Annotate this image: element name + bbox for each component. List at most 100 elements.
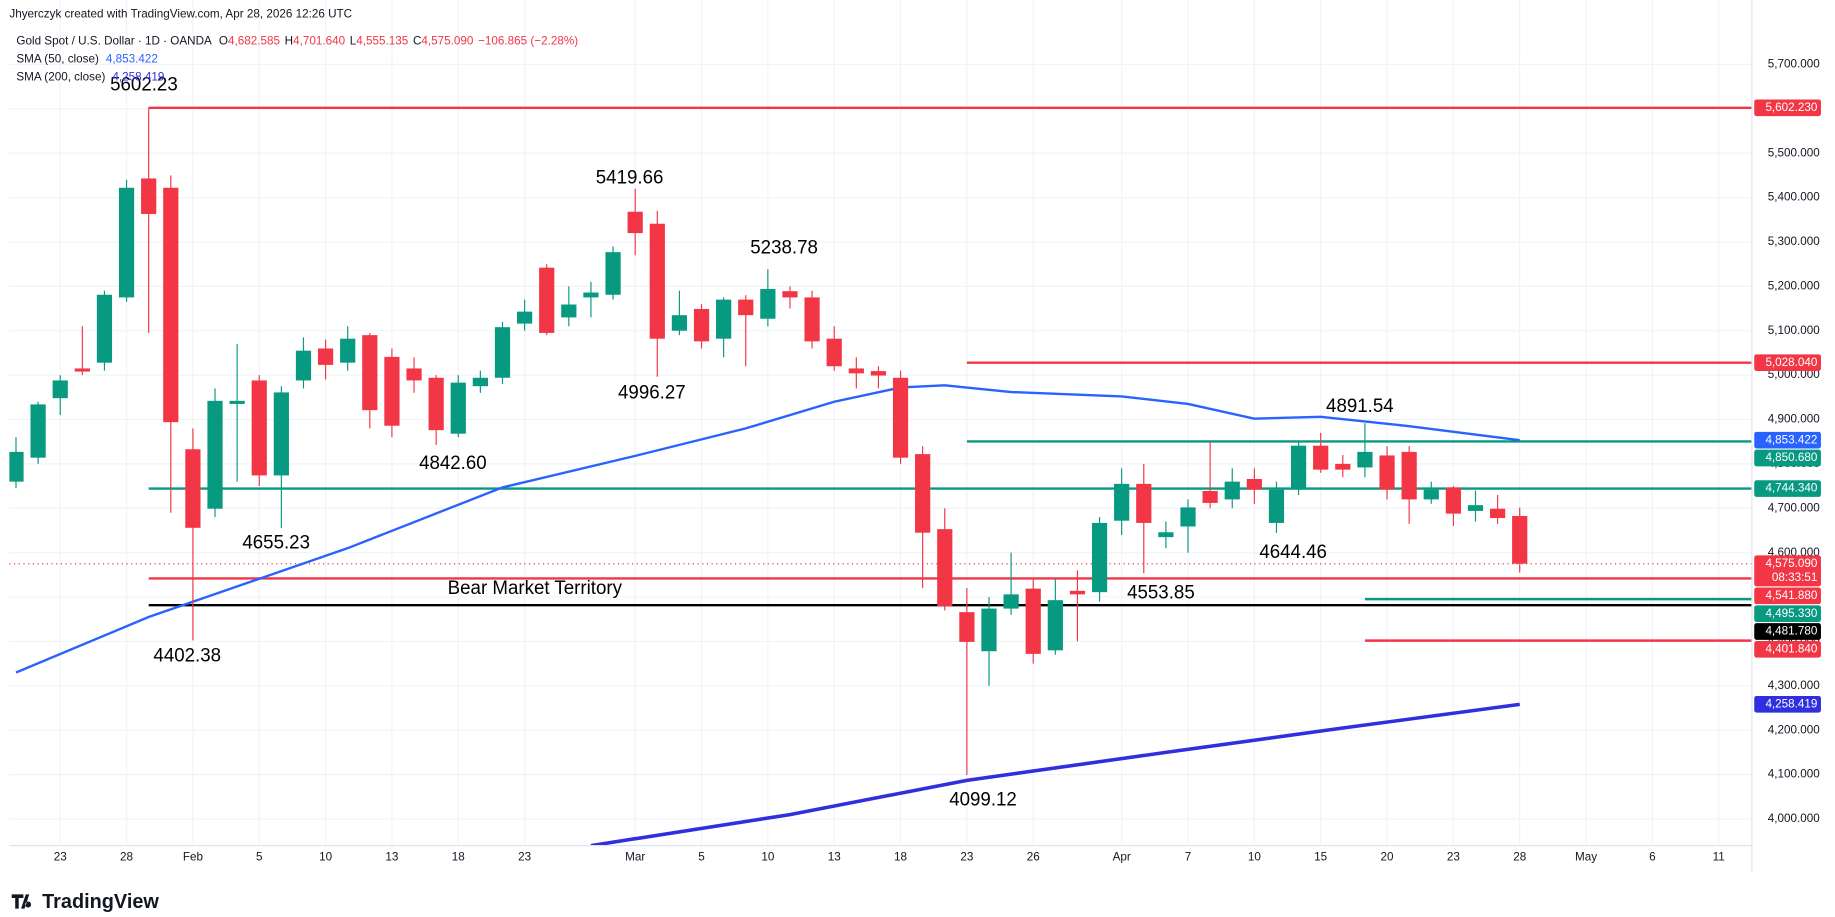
y-tick-label: 5,400.000 — [1768, 191, 1820, 204]
candle-body — [74, 368, 90, 372]
x-tick-label: 15 — [1314, 851, 1327, 864]
candle-body — [1246, 478, 1262, 490]
candle-body — [273, 392, 289, 476]
ohlc-label: O — [219, 35, 228, 48]
change: −106.865 (−2.28%) — [478, 35, 578, 48]
price-label: 08:33:51 — [1772, 571, 1818, 584]
axes-layer: 4,000.000 4,100.000 4,200.000 4,300.000 4,40… — [54, 57, 1821, 864]
price-label: 4,541.880 — [1765, 589, 1817, 602]
candle-body — [1003, 594, 1019, 609]
candle-body — [1335, 463, 1351, 470]
grid-layer — [9, 0, 1752, 846]
annotation: 4655.23 — [242, 531, 310, 552]
price-label-box — [1754, 449, 1821, 467]
candle-body — [362, 335, 378, 411]
y-tick-label: 5,700.000 — [1768, 57, 1820, 70]
footer-logo: TradingView — [11, 891, 159, 913]
annotation: 4996.27 — [618, 382, 686, 403]
candle-body — [937, 529, 953, 607]
x-tick-label: Apr — [1113, 851, 1131, 864]
candle-body — [1224, 481, 1240, 500]
price-label: 4,853.422 — [1765, 433, 1817, 446]
price-label: 5,028.040 — [1765, 356, 1817, 369]
annotation: 4553.85 — [1127, 581, 1195, 602]
price-label: 4,850.680 — [1765, 451, 1817, 464]
sma-line — [15, 384, 1520, 674]
annotation: 5602.23 — [110, 74, 178, 95]
x-tick-label: 20 — [1381, 851, 1394, 864]
candle-body — [207, 400, 223, 509]
x-tick-label: 18 — [894, 851, 907, 864]
ohlc-label: H — [285, 35, 293, 48]
x-tick-label: 7 — [1185, 851, 1192, 864]
candle-body — [981, 608, 997, 652]
logo-mark — [11, 894, 32, 909]
candle-body — [229, 400, 245, 404]
candle-body — [826, 338, 842, 367]
candle-body — [1423, 489, 1439, 500]
candle-body — [428, 377, 444, 431]
annotation: 5238.78 — [750, 236, 818, 257]
candle-body — [583, 292, 599, 298]
x-tick-label: Feb — [183, 851, 204, 864]
y-tick-label: 4,300.000 — [1768, 679, 1820, 692]
candle-body — [605, 252, 621, 295]
plot-area: 5602.23 5419.66 5238.78 4996.27 4842.60 4655.… — [9, 74, 1752, 846]
x-tick-label: 5 — [256, 851, 263, 864]
candle-body — [782, 291, 798, 298]
candle-body — [561, 304, 577, 318]
price-label-box — [1754, 587, 1821, 605]
x-tick-label: 23 — [960, 851, 973, 864]
header: Jhyerczyk created with TradingView.com, … — [9, 7, 578, 83]
candle-body — [251, 380, 267, 476]
y-tick-label: 5,200.000 — [1768, 279, 1820, 292]
legend-value: 4,258.419 — [112, 70, 164, 83]
ohlc-value: 4,682.585 — [228, 35, 280, 48]
candle-body — [384, 356, 400, 426]
candle-body — [738, 299, 754, 316]
y-tick-label: 5,000.000 — [1768, 368, 1820, 381]
candle-body — [1357, 451, 1373, 468]
candle-body — [1202, 490, 1218, 503]
candle-body — [1091, 522, 1108, 593]
candle-body — [915, 454, 931, 533]
ohlc-value: 4,701.640 — [293, 35, 345, 48]
x-tick-label: 23 — [1447, 851, 1460, 864]
price-label-box — [1754, 354, 1821, 371]
y-tick-label: 5,500.000 — [1768, 146, 1820, 159]
candle-body — [1069, 590, 1086, 595]
ohlc-value: 4,575.090 — [421, 35, 473, 48]
x-tick-label: 10 — [1248, 851, 1261, 864]
legend-value: 4,853.422 — [106, 53, 158, 66]
candle-body — [1401, 451, 1417, 500]
price-label: 4,481.780 — [1765, 625, 1817, 638]
symbol-row: Gold Spot / U.S. Dollar · 1D · OANDA O4,6… — [16, 35, 578, 48]
x-tick-label: 5 — [698, 851, 705, 864]
candle-body — [185, 449, 201, 528]
price-label-box — [1754, 623, 1821, 640]
annotation: 5419.66 — [596, 166, 664, 187]
price-label-box — [1754, 555, 1821, 587]
x-tick-label: 13 — [385, 851, 398, 864]
symbol: Gold Spot / U.S. Dollar · 1D · OANDA — [16, 35, 212, 48]
x-tick-label: 10 — [761, 851, 774, 864]
candle-body — [1379, 455, 1395, 490]
ohlc-label: C — [413, 35, 422, 48]
candle-body — [295, 350, 312, 381]
ohlc-label: L — [350, 35, 357, 48]
price-label: 4,744.340 — [1765, 482, 1817, 495]
price-label-box — [1754, 641, 1821, 658]
candle-body — [1180, 507, 1196, 527]
x-tick-label: 23 — [54, 851, 67, 864]
candle-body — [804, 297, 820, 342]
annotation: 4842.60 — [419, 452, 487, 473]
candle-body — [118, 187, 135, 298]
candle-body — [317, 348, 334, 365]
legend-name: SMA (50, close) — [16, 53, 99, 66]
price-label: 4,575.090 — [1765, 557, 1817, 570]
y-tick-label: 4,200.000 — [1768, 723, 1820, 736]
candle-body — [760, 288, 776, 319]
footer-brand: TradingView — [42, 891, 159, 913]
candle-body — [1467, 505, 1484, 511]
